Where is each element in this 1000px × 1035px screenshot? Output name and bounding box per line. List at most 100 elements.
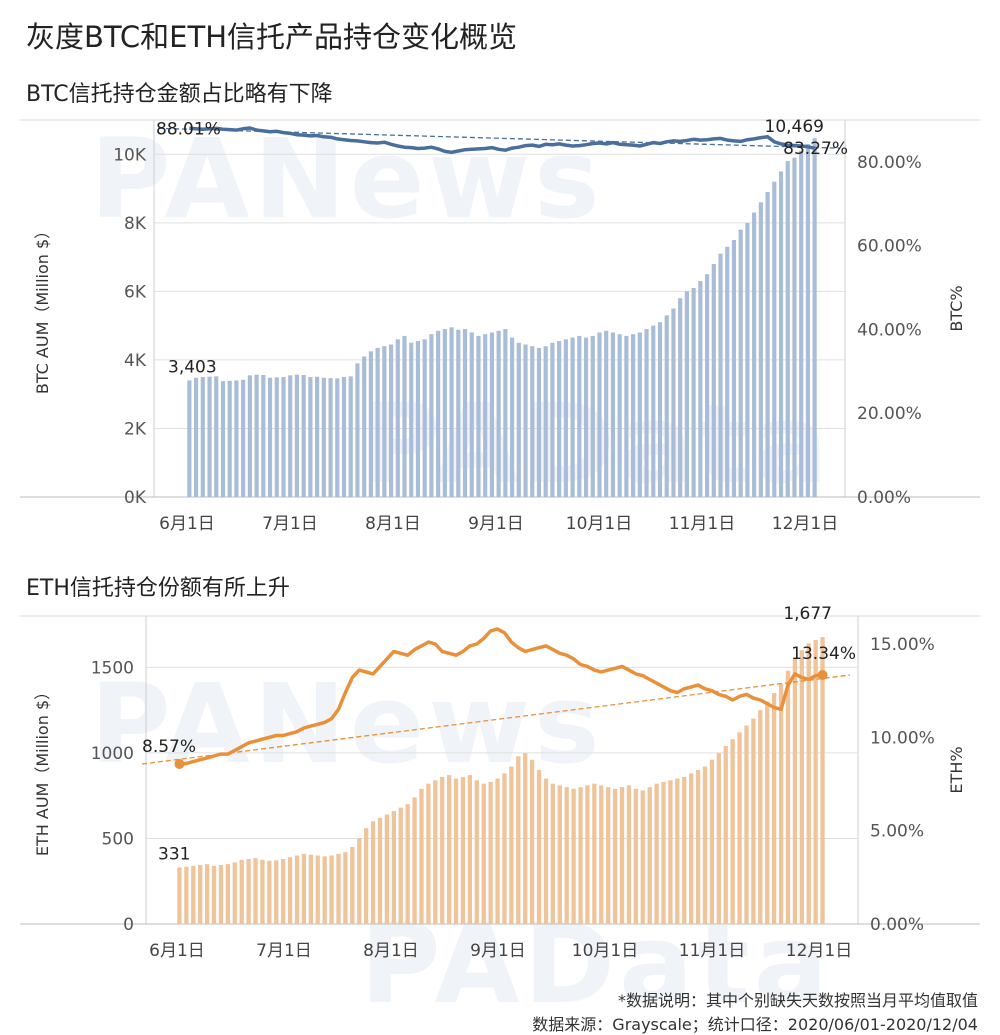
eth-bar: [370, 821, 376, 924]
eth-y2tick: 5.00%: [870, 822, 924, 842]
btc-bar: [604, 330, 609, 497]
btc-bar: [617, 334, 622, 497]
eth-bar: [516, 756, 521, 924]
btc-bar: [402, 335, 407, 497]
eth-chart-title: ETH信托持仓份额有所上升: [26, 576, 290, 601]
eth-bar: [357, 838, 362, 924]
eth-bar: [626, 785, 632, 924]
eth-bar: [502, 773, 507, 924]
eth-xtick: 8月1日: [363, 941, 419, 961]
btc-bar: [308, 377, 313, 497]
eth-bar: [536, 770, 542, 924]
btc-bar: [610, 332, 616, 497]
eth-bar: [723, 746, 728, 924]
eth-xtick: 7月1日: [256, 941, 312, 961]
eth-bar: [654, 783, 659, 924]
btc-chart-title: BTC信托持仓金额占比略有下降: [26, 82, 333, 107]
eth-bar: [585, 785, 590, 924]
eth-bar: [198, 864, 203, 924]
btc-bar: [301, 374, 306, 497]
btc-bar: [449, 327, 454, 497]
btc-bar: [429, 334, 434, 497]
btc-bar: [812, 138, 817, 497]
eth-bar: [301, 853, 307, 924]
data-note: *数据说明：其中个别缺失天数按照当月平均值取值: [617, 991, 978, 1010]
btc-share-line: [189, 126, 815, 155]
btc-bar: [557, 341, 562, 497]
btc-bar: [644, 329, 649, 497]
btc-bar: [651, 325, 656, 497]
btc-y2label: BTC%: [947, 285, 966, 331]
eth-bar: [675, 778, 680, 924]
data-source: 数据来源：Grayscale；统计口径：2020/06/01-2020/12/0…: [532, 1015, 978, 1034]
btc-bar: [671, 308, 676, 497]
eth-ytick: 1500: [91, 658, 134, 678]
eth-bar: [564, 787, 569, 924]
btc-bar: [288, 375, 293, 497]
btc-xtick: 10月1日: [566, 514, 632, 534]
btc-bar: [489, 332, 494, 497]
btc-bar: [698, 281, 703, 497]
eth-bar: [765, 701, 770, 924]
btc-bar: [590, 335, 595, 497]
btc-bar: [415, 341, 421, 497]
eth-bar: [758, 710, 763, 924]
eth-bar: [412, 797, 417, 924]
btc-bar: [234, 380, 239, 497]
btc-label-last-share: 83.27%: [783, 139, 848, 159]
btc-chart: 0K 2K 4K 6K 8K 10K 0.00% 20.00% 40.00% 60.00% 80.0…: [20, 117, 980, 534]
eth-bar: [578, 787, 583, 924]
eth-trend-line: [141, 674, 851, 765]
btc-label-last-bar: 10,469: [765, 117, 824, 137]
btc-bar: [772, 181, 777, 497]
btc-bar: [341, 377, 347, 497]
btc-xtick: 9月1日: [468, 514, 524, 534]
eth-bar: [377, 817, 383, 924]
eth-xtick: 10月1日: [572, 941, 638, 961]
eth-bar: [294, 855, 300, 924]
btc-bar: [247, 375, 252, 497]
btc-bar: [436, 330, 441, 497]
btc-bar: [462, 329, 468, 497]
btc-bar: [577, 335, 582, 497]
eth-bar: [211, 865, 217, 924]
btc-bar: [570, 337, 575, 497]
eth-bar: [467, 775, 473, 924]
eth-bar: [813, 639, 818, 924]
eth-bar: [682, 776, 687, 924]
btc-label-first-bar: 3,403: [168, 357, 217, 377]
btc-label-first-share: 88.01%: [156, 119, 221, 139]
btc-bar: [328, 378, 333, 497]
btc-bar: [691, 287, 696, 497]
eth-bar: [661, 781, 666, 924]
eth-bar: [557, 785, 562, 924]
watermark-panews-2: PANews: [90, 660, 604, 788]
eth-bar: [460, 776, 466, 924]
btc-bar: [442, 329, 447, 497]
eth-label-first-share: 8.57%: [142, 737, 196, 757]
eth-label-first-bar: 331: [158, 844, 190, 864]
btc-y2tick: 80.00%: [857, 153, 922, 173]
eth-bar: [474, 780, 479, 924]
btc-bar: [738, 229, 743, 497]
btc-bar: [765, 191, 770, 497]
btc-bar: [563, 339, 568, 497]
btc-bar: [752, 212, 757, 497]
eth-bar: [426, 783, 431, 924]
btc-bar: [745, 222, 750, 497]
btc-ytick: 6K: [124, 282, 147, 302]
eth-bar: [633, 788, 638, 924]
eth-bar: [398, 807, 403, 924]
btc-bar: [583, 337, 589, 497]
eth-bar: [771, 693, 777, 924]
page-title: 灰度BTC和ETH信托产品持仓变化概览: [26, 20, 518, 54]
eth-bar: [744, 725, 749, 924]
eth-bar: [253, 858, 258, 924]
eth-bar: [267, 860, 272, 924]
eth-bar: [191, 865, 196, 924]
eth-start-dot: [174, 759, 185, 770]
btc-ytick: 0K: [124, 488, 147, 508]
btc-y2tick: 20.00%: [857, 404, 922, 424]
btc-xtick: 8月1日: [365, 514, 421, 534]
eth-bar: [274, 860, 279, 924]
